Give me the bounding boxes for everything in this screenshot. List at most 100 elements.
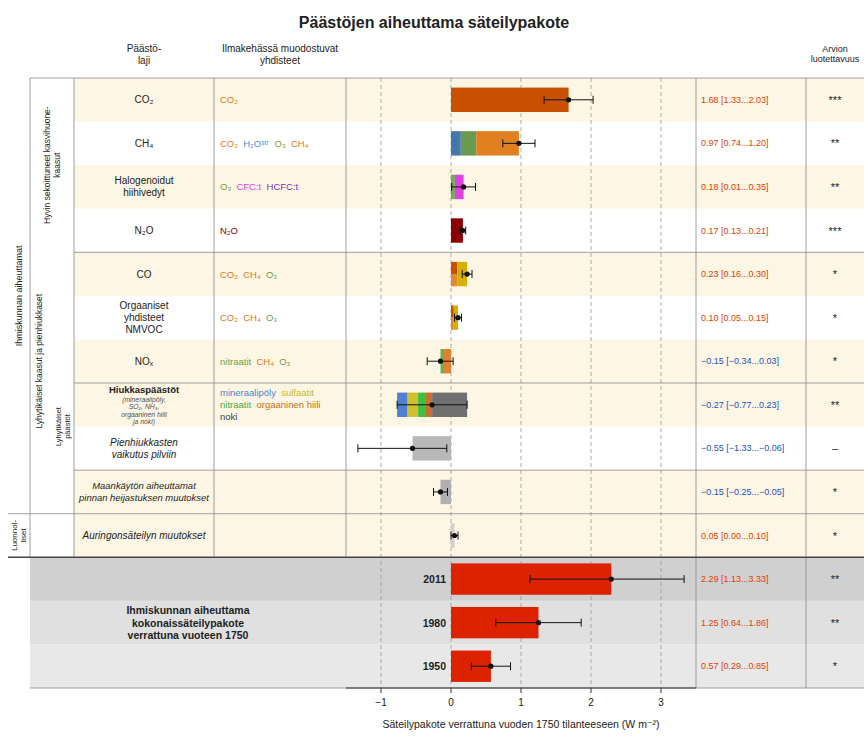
- compound-label: O₃: [220, 181, 231, 192]
- text-line: O₃: [266, 312, 277, 323]
- row-label: N₂O: [135, 225, 154, 236]
- column-header: Arvionluotettavuus: [811, 44, 860, 65]
- error-bar: [544, 96, 593, 104]
- confidence: ***: [829, 225, 843, 237]
- confidence: *: [833, 486, 838, 498]
- text-line: nitraatit: [220, 399, 252, 410]
- text-line: nitraatit: [220, 356, 252, 367]
- text-line: *: [833, 530, 838, 542]
- value-label: 2.29 [1.13...3.33]: [701, 574, 769, 584]
- error-bar: [451, 532, 458, 540]
- text-line: Orgaaniset: [120, 300, 169, 311]
- separator: [30, 78, 864, 79]
- row-label: Pienhiukkastenvaikutus pilviin: [110, 437, 178, 460]
- text-line: O₃: [275, 138, 286, 149]
- row-background: [74, 165, 864, 209]
- value-label: −0.15 [−0.25...−0.05]: [701, 487, 784, 497]
- text-line: **: [831, 181, 840, 193]
- point: [536, 620, 541, 625]
- text-line: CH₄: [291, 138, 309, 149]
- x-axis-label: Säteilypakote verrattuna vuoden 1750 til…: [383, 718, 660, 730]
- compound-label: CO₂: [220, 94, 238, 105]
- text-line: O₃: [266, 269, 277, 280]
- row-background: [74, 339, 864, 383]
- text-line: SO₂, NH₃,: [129, 403, 160, 410]
- point: [455, 315, 460, 320]
- text-line: **: [831, 573, 840, 585]
- text-line: *: [833, 660, 838, 672]
- x-tick: [381, 688, 382, 693]
- point: [438, 359, 443, 364]
- text-line: −0.27 [−0.77...0.23]: [701, 400, 779, 410]
- value-label: 0.57 [0.29...0.85]: [701, 661, 769, 671]
- text-line: orgaaninen hiili: [257, 399, 321, 410]
- text-line: CH₄: [243, 269, 261, 280]
- text-line: **: [831, 617, 840, 629]
- year-label: 2011: [423, 573, 446, 585]
- text-line: Päästö-: [127, 43, 161, 54]
- row-background: [74, 252, 864, 296]
- compound-label: HCFC:t: [267, 181, 299, 192]
- text-line: Arvion: [822, 44, 848, 54]
- bar-segment: [451, 131, 461, 155]
- text-line: Halogenoidut: [115, 175, 174, 186]
- error-bar: [471, 662, 510, 670]
- point: [430, 402, 435, 407]
- text-line: vaikutus pilviin: [112, 449, 177, 460]
- text-line: sulfaatit: [281, 387, 314, 398]
- point: [410, 446, 415, 451]
- text-line: 3: [658, 697, 664, 708]
- confidence: –: [832, 442, 839, 454]
- value-label: 0.97 [0.74...1.20]: [701, 138, 769, 148]
- confidence: *: [833, 268, 838, 280]
- row-label: CO₂: [135, 94, 154, 105]
- group-label: Ihmiskunnan aiheuttamat: [14, 245, 24, 346]
- x-tick: [451, 688, 452, 693]
- text-line: N₂O: [220, 225, 238, 236]
- bar-segment: [461, 131, 476, 155]
- row-label: Maankäytön aiheuttamatpinnan heijastukse…: [78, 480, 209, 503]
- text-line: CH₄: [135, 138, 154, 149]
- separator: [30, 78, 31, 557]
- bar-segment: [451, 274, 457, 286]
- error-bar: [452, 183, 476, 191]
- text-line: 0.17 [0.13...0.21]: [701, 226, 769, 236]
- text-line: päästöt: [63, 413, 72, 439]
- text-line: CH₄: [257, 356, 275, 367]
- text-line: yhdisteet: [124, 312, 164, 323]
- text-line: Hiukkaspäästöt: [109, 384, 180, 395]
- value-label: −0.15 [−0.34...0.03]: [701, 356, 779, 366]
- text-line: −0.15 [−0.34...0.03]: [701, 356, 779, 366]
- value-label: −0.55 [−1.33...−0.06]: [701, 443, 784, 453]
- text-line: 1950: [423, 660, 447, 672]
- compound-label: CO₂: [220, 269, 238, 280]
- text-line: pinnan heijastuksen muutokset: [78, 492, 209, 503]
- text-line: CO₂: [220, 94, 238, 105]
- group-label: Hyvin sekoittuneet kasvihuone-kaasut: [42, 106, 62, 224]
- text-line: 2.29 [1.13...3.33]: [701, 574, 769, 584]
- row-label: Halogenoiduthiihivedyt: [115, 175, 174, 198]
- text-line: CO₂: [220, 269, 238, 280]
- value-label: 1.25 [0.64...1.86]: [701, 618, 769, 628]
- point: [461, 184, 466, 189]
- point: [465, 271, 470, 276]
- row-background: [30, 601, 864, 645]
- separator: [74, 78, 75, 557]
- text-line: *: [833, 355, 838, 367]
- confidence: **: [831, 399, 840, 411]
- separator: [74, 252, 864, 253]
- compound-label: N₂O: [220, 225, 238, 236]
- text-line: 0: [448, 697, 454, 708]
- value-label: 0.18 [0.01...0.35]: [701, 182, 769, 192]
- error-bar: [434, 488, 448, 496]
- text-line: 1: [518, 697, 524, 708]
- compound-label: H₂Oˢᵗʳ: [243, 138, 269, 149]
- compound-label: O₃: [266, 312, 277, 323]
- x-tick: [521, 688, 522, 693]
- row-background: [74, 470, 864, 514]
- point: [566, 97, 571, 102]
- value-label: −0.27 [−0.77...0.23]: [701, 400, 779, 410]
- separator: [214, 78, 215, 557]
- error-bar: [462, 270, 472, 278]
- text-line: Lyhytikäiset kaasut ja pienhiukkaset: [34, 293, 44, 428]
